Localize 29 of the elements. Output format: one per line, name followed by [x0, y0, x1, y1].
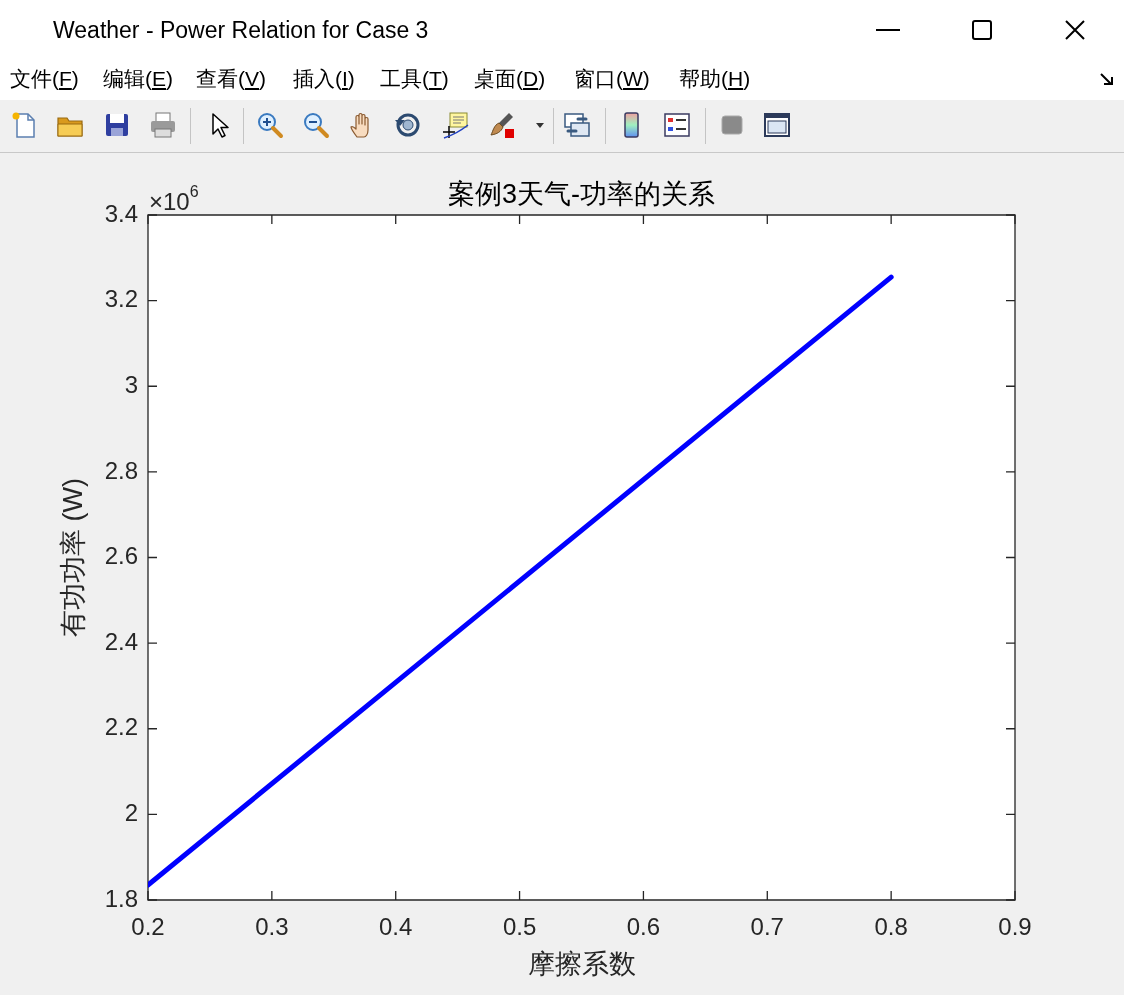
y-tick-label: 3.4 [104, 199, 138, 227]
y-tick-label: 2.6 [104, 542, 138, 570]
text: 帮助(H) [679, 66, 751, 92]
text: Weather - Power Relation for Case 3 [53, 16, 429, 44]
y-tick-label: 2.2 [104, 713, 138, 741]
text: 窗口(W) [574, 66, 650, 92]
x-tick-label: 0.9 [998, 913, 1032, 941]
x-tick-label: 0.7 [750, 913, 784, 941]
x-tick-label: 0.6 [626, 913, 661, 941]
x-tick-label: 0.3 [255, 913, 289, 941]
x-tick-label: 0.5 [502, 913, 537, 941]
y-tick-label: 2.4 [104, 627, 138, 655]
y-tick-label: 2.8 [104, 456, 138, 484]
y-tick-label: 3 [124, 370, 138, 398]
x-tick-label: 0.2 [131, 913, 165, 941]
text: 桌面(D) [474, 66, 546, 92]
text: 编辑(E) [103, 66, 174, 92]
y-axis-title: 有功功率 (W) [58, 478, 89, 637]
chart-title: 案例3天气-功率的关系 [447, 179, 716, 210]
y-tick-label: 3.2 [104, 285, 138, 313]
y-tick-label: 2 [124, 799, 138, 826]
text: 文件(F) [10, 66, 79, 92]
x-tick-label: 0.8 [874, 913, 908, 941]
text: 插入(I) [293, 66, 355, 92]
y-tick-label: 1.8 [104, 884, 138, 912]
text: 查看(V) [196, 66, 267, 92]
x-axis-title: 摩擦系数 [527, 949, 636, 980]
text: 工具(T) [380, 66, 449, 92]
x-tick-label: 0.4 [379, 913, 413, 941]
